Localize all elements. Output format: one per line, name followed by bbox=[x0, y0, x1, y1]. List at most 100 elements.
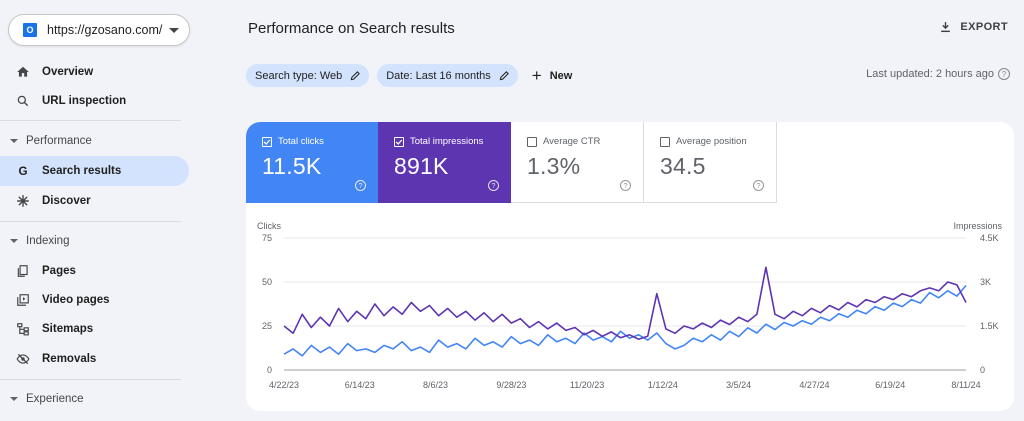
x-tick-label: 6/19/24 bbox=[875, 380, 905, 390]
nav-item-label: URL inspection bbox=[42, 95, 127, 107]
y-axis-title-left: Clicks bbox=[257, 221, 281, 231]
chevron-down-icon bbox=[10, 397, 18, 401]
checkbox-icon bbox=[527, 136, 537, 147]
section-experience[interactable]: Experience bbox=[0, 387, 189, 411]
asterisk-icon bbox=[16, 194, 30, 208]
checkbox-checked-icon bbox=[262, 136, 272, 147]
sidebar-divider bbox=[0, 120, 181, 121]
pages-icon bbox=[16, 264, 30, 278]
edit-icon bbox=[350, 71, 361, 81]
last-updated: Last updated: 2 hours ago ? bbox=[866, 68, 1010, 80]
download-icon bbox=[941, 22, 951, 33]
x-tick-label: 3/5/24 bbox=[726, 380, 751, 390]
property-icon: O bbox=[23, 23, 37, 37]
nav-item-label: Video pages bbox=[42, 294, 110, 306]
metric-tile-total-clicks[interactable]: Total clicks 11.5K ? bbox=[246, 122, 378, 203]
metric-label: Total clicks bbox=[278, 136, 324, 147]
metric-label: Average CTR bbox=[543, 136, 601, 147]
google-g-icon: G bbox=[16, 164, 30, 178]
filter-bar: Search type: Web Date: Last 16 months + … bbox=[246, 64, 572, 87]
metric-tile-total-impressions[interactable]: Total impressions 891K ? bbox=[378, 122, 511, 203]
section-label: Indexing bbox=[26, 235, 70, 247]
nav-item-video-pages[interactable]: Video pages bbox=[0, 285, 189, 315]
x-tick-label: 11/20/23 bbox=[570, 380, 604, 390]
nav-item-label: Overview bbox=[42, 66, 94, 78]
svg-text:G: G bbox=[18, 165, 27, 178]
y-tick-label-right: 0 bbox=[980, 365, 985, 375]
nav-item-search-results[interactable]: G Search results bbox=[0, 156, 189, 186]
nav-item-removals[interactable]: Removals bbox=[0, 344, 189, 374]
removals-icon bbox=[16, 352, 30, 366]
metric-value: 891K bbox=[394, 153, 449, 179]
help-icon[interactable]: ? bbox=[488, 180, 499, 191]
chevron-down-icon bbox=[10, 139, 18, 143]
search-type-chip[interactable]: Search type: Web bbox=[246, 64, 370, 87]
nav-item-label: Discover bbox=[42, 195, 91, 207]
nav-item-sitemaps[interactable]: Sitemaps bbox=[0, 314, 189, 344]
section-label: Performance bbox=[26, 135, 92, 147]
metric-value: 34.5 bbox=[660, 153, 706, 179]
x-tick-label: 8/11/24 bbox=[951, 380, 980, 390]
y-tick-label-right: 1.5K bbox=[980, 321, 999, 331]
y-tick-label-left: 0 bbox=[267, 365, 272, 375]
export-label: EXPORT bbox=[960, 21, 1008, 33]
x-tick-label: 1/12/24 bbox=[648, 380, 678, 390]
x-tick-label: 4/27/24 bbox=[799, 380, 829, 390]
chevron-down-icon bbox=[10, 239, 18, 243]
page-title: Performance on Search results bbox=[248, 20, 455, 37]
y-tick-label-left: 25 bbox=[262, 321, 272, 331]
metric-value: 1.3% bbox=[527, 153, 581, 179]
metric-label: Total impressions bbox=[410, 136, 484, 147]
series-line-clicks bbox=[283, 284, 967, 357]
nav-item-label: Sitemaps bbox=[42, 323, 94, 335]
help-icon[interactable]: ? bbox=[998, 68, 1010, 80]
y-tick-label-right: 4.5K bbox=[980, 233, 999, 243]
checkbox-checked-icon bbox=[394, 136, 404, 147]
export-button[interactable]: EXPORT bbox=[939, 20, 1008, 34]
nav-item-discover[interactable]: Discover bbox=[0, 186, 189, 216]
home-icon bbox=[16, 65, 30, 79]
nav-item-pages[interactable]: Pages bbox=[0, 256, 189, 286]
chip-label: Search type: Web bbox=[255, 69, 343, 82]
help-icon[interactable]: ? bbox=[620, 180, 631, 191]
property-selector[interactable]: O https://gzosano.com/ bbox=[8, 14, 190, 46]
nav-item-overview[interactable]: Overview bbox=[0, 57, 189, 87]
help-icon[interactable]: ? bbox=[355, 180, 366, 191]
help-icon[interactable]: ? bbox=[753, 180, 764, 191]
y-tick-label-left: 75 bbox=[262, 233, 272, 243]
date-chip[interactable]: Date: Last 16 months bbox=[377, 64, 518, 87]
x-tick-label: 4/22/23 bbox=[269, 380, 299, 390]
video-pages-icon bbox=[16, 293, 30, 307]
y-tick-label-left: 50 bbox=[262, 277, 272, 287]
nav-item-label: Pages bbox=[42, 265, 76, 277]
new-filter-button[interactable]: + New bbox=[532, 67, 573, 84]
performance-card: Total clicks 11.5K ? Total impressions 8… bbox=[246, 122, 1014, 411]
metric-tile-average-position[interactable]: Average position 34.5 ? bbox=[644, 122, 777, 203]
x-tick-label: 6/14/23 bbox=[345, 380, 375, 390]
search-icon bbox=[16, 94, 30, 108]
sitemap-icon bbox=[16, 322, 30, 336]
sidebar-divider bbox=[0, 379, 181, 380]
nav-item-label: Removals bbox=[42, 353, 97, 365]
performance-chart: 75 50 25 0 4.5K 3K 1.5K 0 Clicks Impressions 4/22/… bbox=[257, 221, 1003, 390]
nav-item-url-inspection[interactable]: URL inspection bbox=[0, 86, 189, 116]
edit-icon bbox=[499, 71, 509, 81]
y-axis-title-right: Impressions bbox=[953, 221, 1002, 231]
section-indexing[interactable]: Indexing bbox=[0, 229, 189, 253]
x-tick-label: 9/28/23 bbox=[496, 380, 526, 390]
nav-item-label: Search results bbox=[42, 165, 122, 177]
metric-tiles: Total clicks 11.5K ? Total impressions 8… bbox=[246, 122, 777, 203]
chip-label: Date: Last 16 months bbox=[386, 69, 491, 82]
series-line-impressions bbox=[283, 266, 967, 340]
metric-value: 11.5K bbox=[262, 153, 322, 179]
caret-down-icon bbox=[169, 27, 179, 33]
sidebar-divider bbox=[0, 221, 181, 222]
last-updated-text: Last updated: 2 hours ago bbox=[866, 68, 994, 80]
section-performance[interactable]: Performance bbox=[0, 129, 189, 153]
property-url: https://gzosano.com/ bbox=[47, 23, 163, 37]
plus-icon: + bbox=[531, 66, 542, 85]
y-tick-label-right: 3K bbox=[980, 277, 991, 287]
checkbox-icon bbox=[660, 136, 670, 147]
metric-tile-average-ctr[interactable]: Average CTR 1.3% ? bbox=[511, 122, 644, 203]
new-label: New bbox=[549, 69, 573, 82]
